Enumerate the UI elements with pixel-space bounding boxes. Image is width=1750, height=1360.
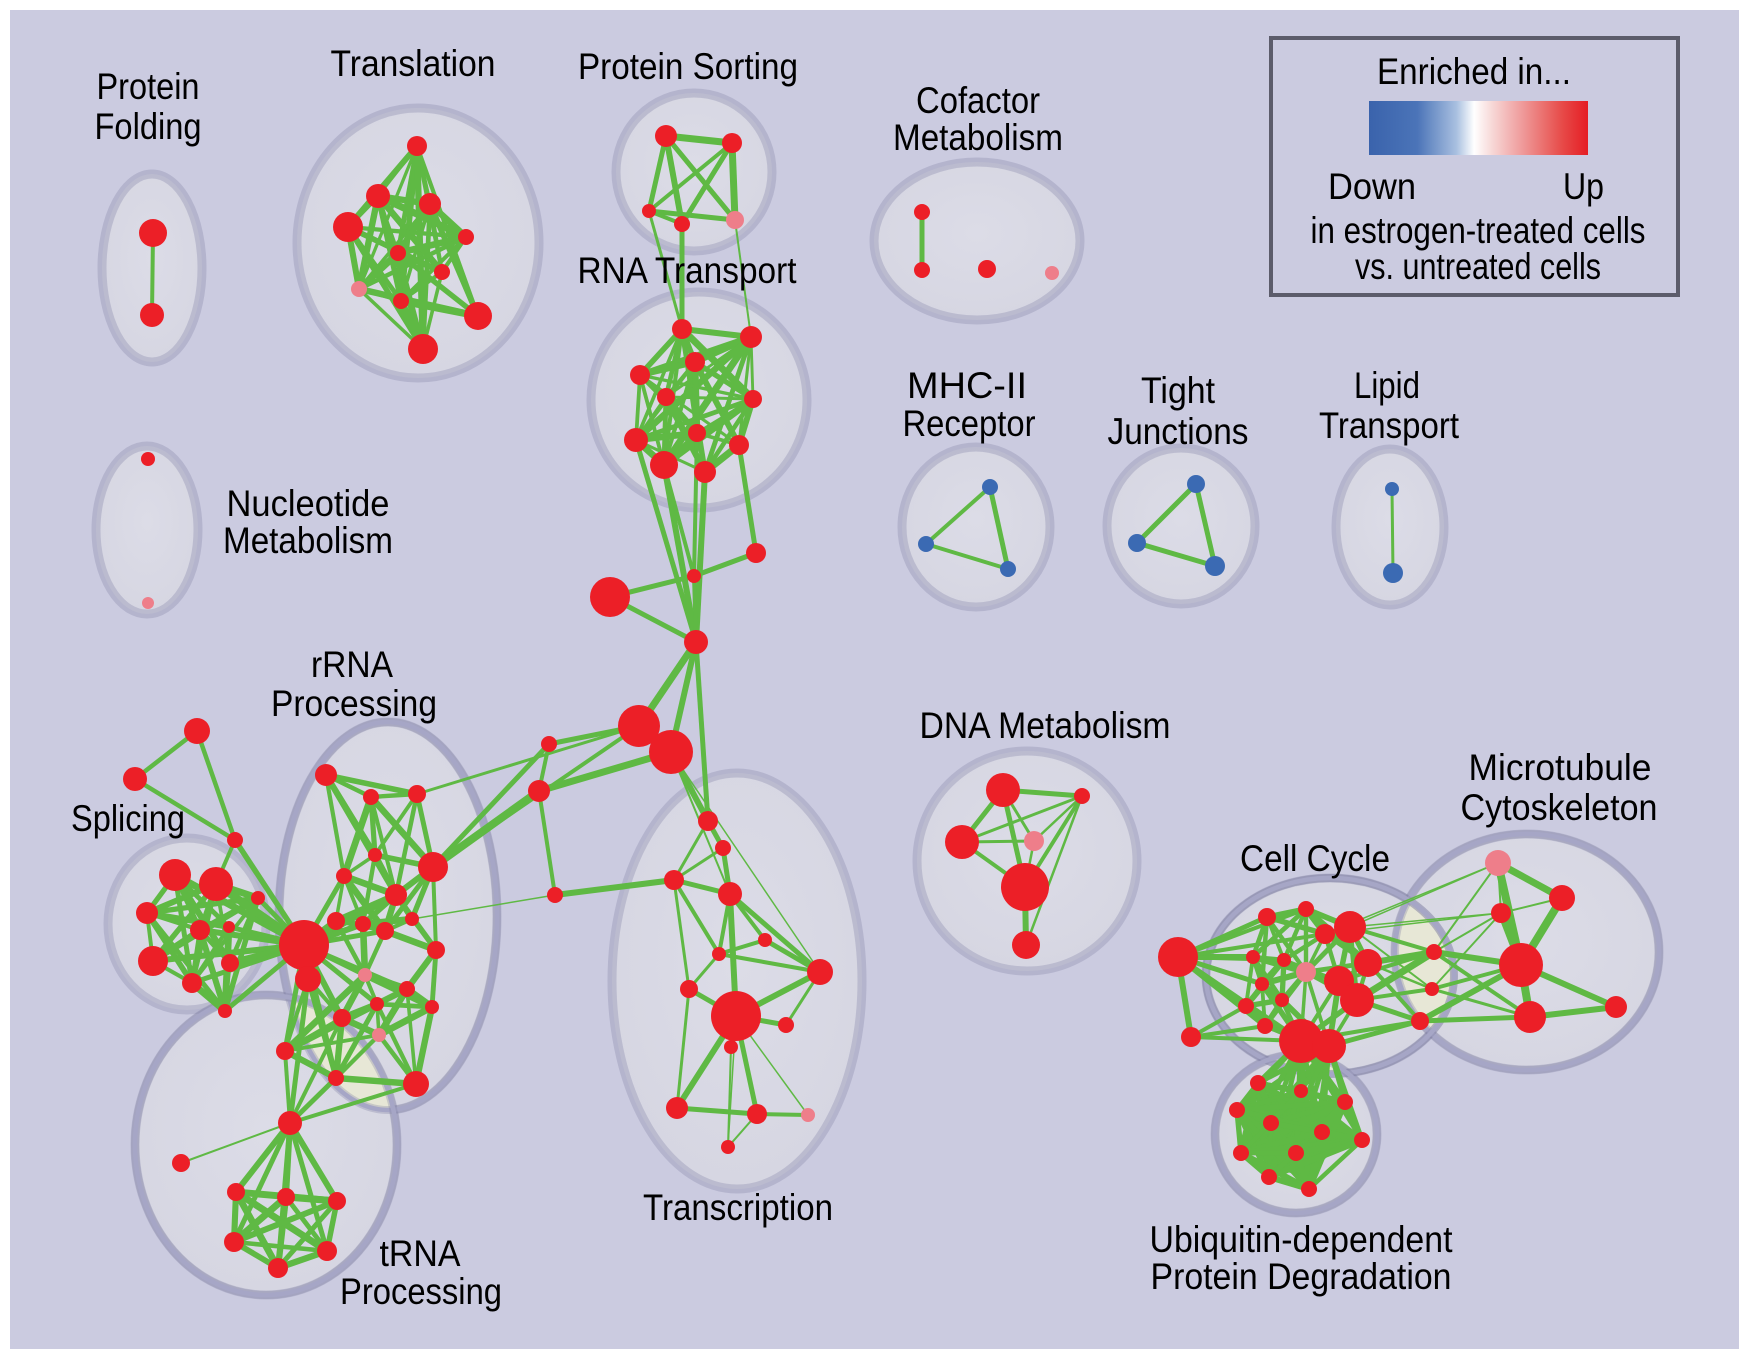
svg-text:Splicing: Splicing bbox=[71, 798, 185, 839]
svg-text:Cell Cycle: Cell Cycle bbox=[1240, 838, 1390, 879]
svg-text:Cofactor: Cofactor bbox=[916, 80, 1040, 121]
svg-text:Nucleotide: Nucleotide bbox=[227, 483, 390, 524]
svg-text:Lipid: Lipid bbox=[1354, 365, 1420, 406]
svg-text:Ubiquitin-dependent: Ubiquitin-dependent bbox=[1150, 1219, 1454, 1260]
svg-text:Processing: Processing bbox=[271, 683, 437, 724]
svg-text:Processing: Processing bbox=[340, 1271, 502, 1312]
svg-text:in estrogen-treated cells: in estrogen-treated cells bbox=[1311, 210, 1646, 251]
svg-text:Microtubule: Microtubule bbox=[1469, 747, 1652, 788]
svg-text:Junctions: Junctions bbox=[1108, 411, 1249, 452]
svg-text:Metabolism: Metabolism bbox=[223, 520, 393, 561]
svg-text:DNA Metabolism: DNA Metabolism bbox=[920, 705, 1171, 746]
svg-text:Enriched in...: Enriched in... bbox=[1377, 51, 1571, 92]
svg-text:Transport: Transport bbox=[1319, 405, 1460, 446]
svg-text:Cytoskeleton: Cytoskeleton bbox=[1461, 787, 1658, 828]
svg-text:rRNA: rRNA bbox=[311, 644, 393, 685]
svg-text:Protein: Protein bbox=[97, 66, 200, 107]
svg-text:Tight: Tight bbox=[1141, 370, 1216, 411]
svg-text:Down: Down bbox=[1328, 166, 1416, 207]
svg-text:Metabolism: Metabolism bbox=[893, 117, 1063, 158]
svg-text:MHC-II: MHC-II bbox=[907, 365, 1027, 406]
svg-text:Protein Sorting: Protein Sorting bbox=[578, 46, 798, 87]
svg-text:Up: Up bbox=[1563, 166, 1604, 207]
svg-text:Transcription: Transcription bbox=[643, 1187, 833, 1228]
svg-text:Folding: Folding bbox=[95, 106, 202, 147]
svg-text:vs. untreated cells: vs. untreated cells bbox=[1355, 246, 1601, 287]
svg-text:tRNA: tRNA bbox=[380, 1233, 461, 1274]
svg-text:Translation: Translation bbox=[331, 43, 496, 84]
svg-text:Protein Degradation: Protein Degradation bbox=[1151, 1256, 1452, 1297]
svg-text:RNA Transport: RNA Transport bbox=[578, 250, 798, 291]
svg-text:Receptor: Receptor bbox=[903, 403, 1036, 444]
